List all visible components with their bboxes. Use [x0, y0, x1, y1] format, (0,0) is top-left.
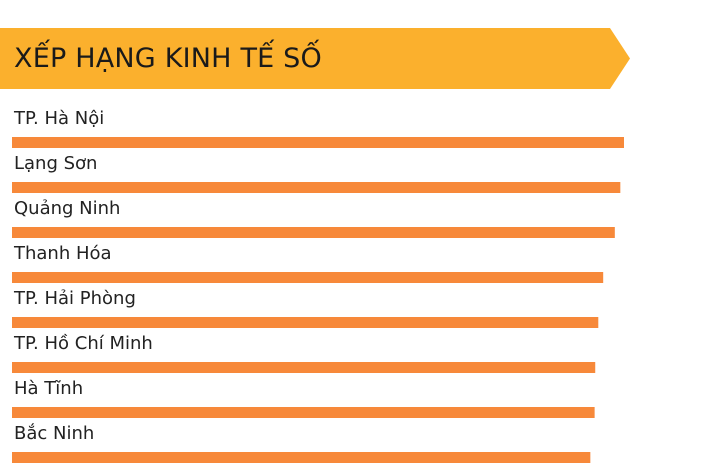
category-label: Quảng Ninh	[14, 198, 120, 219]
header-banner: XẾP HẠNG KINH TẾ SỐ	[0, 28, 630, 89]
bar	[12, 137, 624, 148]
banner-shape	[0, 28, 630, 89]
bar	[12, 227, 615, 238]
category-label: Bắc Ninh	[14, 423, 94, 444]
bar	[12, 407, 595, 418]
category-label: Lạng Sơn	[14, 153, 97, 174]
bar	[12, 182, 621, 193]
category-label: TP. Hải Phòng	[13, 288, 136, 309]
bar	[12, 317, 599, 328]
bar-chart: TP. Hà Nội Lạng Sơn Quảng Ninh Thanh Hóa TP.…	[12, 108, 624, 463]
category-label: Thanh Hóa	[13, 243, 112, 264]
bar	[12, 452, 591, 463]
category-label: TP. Hồ Chí Minh	[13, 333, 153, 354]
chart-title: XẾP HẠNG KINH TẾ SỐ	[14, 43, 322, 74]
bar	[12, 362, 596, 373]
category-label: TP. Hà Nội	[13, 108, 104, 129]
category-label: Hà Tĩnh	[14, 378, 83, 399]
bar	[12, 272, 604, 283]
